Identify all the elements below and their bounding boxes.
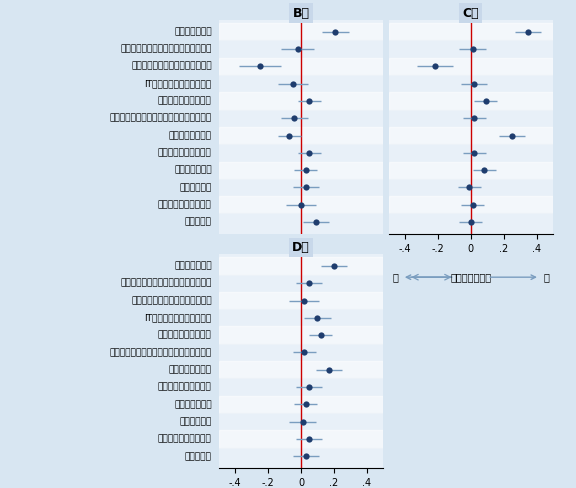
Bar bbox=[389, 23, 553, 41]
Text: リラックスした服装や身だしなみでの作業: リラックスした服装や身だしなみでの作業 bbox=[109, 348, 212, 357]
Text: 通勤や準備時間の削減: 通勤や準備時間の削減 bbox=[158, 331, 212, 340]
Bar bbox=[219, 361, 383, 378]
Bar bbox=[219, 413, 383, 430]
Text: メンタルヘルス: メンタルヘルス bbox=[450, 272, 491, 282]
Text: 集中力の高まり: 集中力の高まり bbox=[174, 262, 212, 270]
Bar bbox=[389, 162, 553, 179]
Bar bbox=[389, 179, 553, 196]
Text: 飲酒量の減少: 飲酒量の減少 bbox=[180, 417, 212, 426]
Text: 飲酒量の減少: 飲酒量の減少 bbox=[180, 183, 212, 192]
Text: 疲労や体調の改善: 疲労や体調の改善 bbox=[169, 131, 212, 140]
Text: バランスの良い食生活: バランスの良い食生活 bbox=[158, 383, 212, 391]
Bar bbox=[389, 196, 553, 213]
Bar bbox=[389, 213, 553, 231]
Bar bbox=[389, 75, 553, 92]
Bar bbox=[219, 344, 383, 361]
Bar bbox=[219, 326, 383, 344]
Text: リラックスした服装や身だしなみでの作業: リラックスした服装や身だしなみでの作業 bbox=[109, 114, 212, 122]
Text: 頻繁なコミュニケーションからの解放: 頻繁なコミュニケーションからの解放 bbox=[120, 44, 212, 54]
Bar bbox=[389, 58, 553, 75]
Text: 良: 良 bbox=[544, 272, 550, 282]
Text: 運動不足の解消: 運動不足の解消 bbox=[174, 165, 212, 175]
Bar bbox=[219, 213, 383, 231]
Bar bbox=[219, 58, 383, 75]
Text: 通勤や準備時間の削減: 通勤や準備時間の削減 bbox=[158, 97, 212, 105]
Title: B社: B社 bbox=[293, 6, 309, 20]
Text: 疲労や体調の改善: 疲労や体調の改善 bbox=[169, 366, 212, 374]
Text: 人間関係からくるストレスの緩和: 人間関係からくるストレスの緩和 bbox=[131, 62, 212, 71]
Text: 運動不足の解消: 運動不足の解消 bbox=[174, 400, 212, 409]
Bar bbox=[219, 75, 383, 92]
Bar bbox=[389, 127, 553, 144]
Text: 悪: 悪 bbox=[392, 272, 398, 282]
Bar bbox=[219, 257, 383, 275]
Bar bbox=[219, 110, 383, 127]
Text: バランスの良い食生活: バランスの良い食生活 bbox=[158, 148, 212, 157]
Text: 集中力の高まり: 集中力の高まり bbox=[174, 27, 212, 36]
Bar bbox=[219, 162, 383, 179]
Text: ITツールの活用スキル向上: ITツールの活用スキル向上 bbox=[145, 79, 212, 88]
Bar bbox=[219, 179, 383, 196]
Bar bbox=[219, 396, 383, 413]
Text: 家庭内円満: 家庭内円満 bbox=[185, 218, 212, 226]
Title: D社: D社 bbox=[292, 241, 310, 254]
Bar bbox=[219, 41, 383, 58]
Title: C社: C社 bbox=[463, 6, 479, 20]
Bar bbox=[389, 92, 553, 110]
Bar bbox=[219, 196, 383, 213]
Bar bbox=[219, 144, 383, 162]
Text: 悪: 悪 bbox=[222, 272, 228, 282]
Bar bbox=[219, 127, 383, 144]
Bar bbox=[219, 92, 383, 110]
Text: メンタルヘルス: メンタルヘルス bbox=[281, 272, 321, 282]
Bar bbox=[389, 110, 553, 127]
Text: ITツールの活用スキル向上: ITツールの活用スキル向上 bbox=[145, 313, 212, 323]
Bar bbox=[219, 378, 383, 396]
Text: 家庭内円満: 家庭内円満 bbox=[185, 452, 212, 461]
Bar bbox=[219, 309, 383, 326]
Bar bbox=[389, 144, 553, 162]
Bar bbox=[389, 41, 553, 58]
Bar bbox=[219, 23, 383, 41]
Bar bbox=[219, 430, 383, 447]
Text: 頻繁なコミュニケーションからの解放: 頻繁なコミュニケーションからの解放 bbox=[120, 279, 212, 288]
Text: 良: 良 bbox=[374, 272, 380, 282]
Bar bbox=[219, 275, 383, 292]
Bar bbox=[219, 447, 383, 465]
Text: 睡眠、休息時間の増加: 睡眠、休息時間の増加 bbox=[158, 200, 212, 209]
Bar bbox=[219, 292, 383, 309]
Text: 人間関係からくるストレスの緩和: 人間関係からくるストレスの緩和 bbox=[131, 296, 212, 305]
Text: 睡眠、休息時間の増加: 睡眠、休息時間の増加 bbox=[158, 434, 212, 444]
